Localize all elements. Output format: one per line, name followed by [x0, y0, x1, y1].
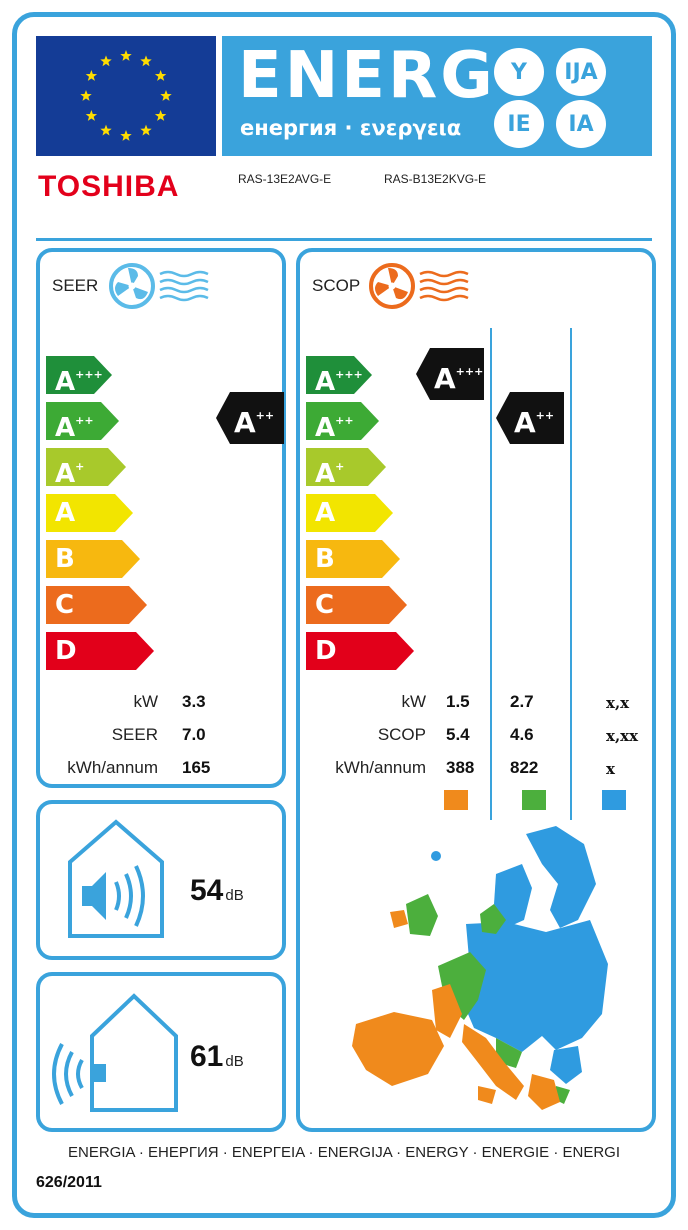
outdoor-speaker-house-icon	[52, 993, 178, 1112]
eu-star-icon	[140, 124, 152, 136]
regulation-number: 626/2011	[36, 1174, 102, 1191]
seer-class-arrow: A	[46, 494, 133, 532]
column-divider	[490, 328, 492, 820]
outdoor-noise-value: 61 dB	[190, 1040, 244, 1073]
energy-banner: ENERG енергия · ενεργεια Y IJA IE IA	[222, 36, 652, 156]
scop-title: SCOP	[312, 276, 361, 295]
scop-rating-pointer-warmer: A+++	[416, 348, 484, 400]
eu-star-icon	[85, 110, 98, 121]
scop-warmer-value: 5.4	[446, 725, 470, 744]
footer-languages: ENERGIA · ЕНЕРГИЯ · ΕΝΕΡΓΕΙΑ · ENERGIJA …	[68, 1144, 620, 1161]
scop-average-value: 4.6	[510, 725, 534, 744]
scop-warmer-value: 388	[446, 758, 475, 777]
scop-row-label: SCOP	[377, 725, 426, 744]
scop-class-label: A+++	[315, 367, 363, 397]
eu-star-icon	[140, 55, 152, 67]
seer-title: SEER	[52, 276, 99, 295]
indoor-noise-panel: 54 dB	[36, 800, 286, 960]
eu-flag-icon	[36, 36, 216, 156]
seer-class-arrow: D	[46, 632, 154, 670]
scop-row-label: kWh/annum	[335, 758, 426, 777]
energ-subtitle: енергия · ενεργεια	[240, 116, 462, 140]
seer-row-label: kWh/annum	[67, 758, 158, 777]
seer-row-label: SEER	[111, 725, 158, 744]
energ-title: ENERG	[238, 39, 496, 113]
scop-colder-value: x,xx	[606, 727, 639, 745]
seer-rating-label: A++	[234, 406, 275, 439]
column-divider	[570, 328, 572, 820]
scop-class-arrow: C	[306, 586, 407, 624]
eu-star-icon	[154, 110, 167, 121]
eu-star-icon	[85, 70, 98, 81]
zone-swatch-colder	[602, 790, 626, 810]
scop-class-label: D	[315, 636, 337, 666]
header-divider	[36, 238, 652, 241]
scop-row-label: kW	[401, 692, 426, 711]
seer-class-arrow: A++	[46, 402, 119, 443]
seer-class-arrow: C	[46, 586, 147, 624]
scop-colder-value: x	[606, 760, 615, 778]
model-outdoor: RAS-B13E2KVG-E	[384, 172, 487, 186]
scop-average-value: 822	[510, 758, 539, 777]
eu-star-icon	[160, 90, 172, 101]
seer-class-label: B	[55, 544, 75, 574]
seer-row-label: kW	[133, 692, 158, 711]
seer-rating-pointer: A++	[216, 392, 284, 444]
scop-class-arrow: A+	[306, 448, 386, 489]
scop-colder-value: x,x	[606, 694, 630, 712]
zone-swatch-warmer	[444, 790, 468, 810]
scop-warmer-value: 1.5	[446, 692, 470, 711]
scop-rating-pointer-average: A++	[496, 392, 564, 444]
eu-star-icon	[154, 70, 167, 81]
seer-row-value: 7.0	[182, 725, 206, 744]
suffix-badge: IE	[494, 100, 544, 148]
indoor-speaker-house-icon	[68, 819, 164, 938]
seer-class-arrow: B	[46, 540, 140, 578]
model-indoor: RAS-13E2AVG-E	[238, 172, 332, 186]
scop-class-arrow: A+++	[306, 356, 372, 397]
suffix-badge: Y	[494, 48, 544, 96]
seer-row-value: 3.3	[182, 692, 206, 711]
seer-class-label: A	[55, 498, 76, 528]
seer-class-arrow: A+++	[46, 356, 112, 397]
scop-class-label: C	[315, 590, 335, 620]
scop-rating-label: A++	[514, 406, 555, 439]
indoor-noise-value: 54 dB	[190, 874, 244, 907]
suffix-badge: IJA	[556, 48, 606, 96]
scop-class-label: B	[315, 544, 335, 574]
seer-class-label: C	[55, 590, 75, 620]
seer-class-label: A++	[55, 413, 94, 443]
scop-class-label: A++	[315, 413, 354, 443]
cooling-fan-icon	[109, 263, 209, 309]
scop-class-arrow: B	[306, 540, 400, 578]
seer-class-arrow: A+	[46, 448, 126, 489]
seer-class-label: D	[55, 636, 77, 666]
scop-average-value: 2.7	[510, 692, 534, 711]
seer-row-value: 165	[182, 758, 211, 777]
seer-class-label: A+	[55, 459, 85, 489]
scop-class-label: A+	[315, 459, 345, 489]
scop-class-arrow: A++	[306, 402, 379, 443]
europe-climate-map-icon	[352, 826, 608, 1110]
brand-logo: TOSHIBA	[38, 170, 180, 203]
scop-class-label: A	[315, 498, 336, 528]
eu-star-icon	[100, 124, 112, 136]
scop-panel: SCOP A+++ A++ A+ A B C D A+++ A++ kW SCOP kWh/…	[296, 248, 656, 1132]
eu-star-icon	[120, 130, 132, 141]
eu-star-icon	[100, 55, 112, 67]
seer-panel: SEER A+++ A++ A+ A B C D A++ kW 3.3 SEER 7.0 k…	[36, 248, 286, 788]
scop-class-arrow: A	[306, 494, 393, 532]
eu-star-icon	[80, 90, 92, 101]
scop-class-arrow: D	[306, 632, 414, 670]
suffix-badge: IA	[556, 100, 606, 148]
seer-class-label: A+++	[55, 367, 103, 397]
eu-star-icon	[120, 50, 132, 61]
scop-rating-label: A+++	[434, 362, 484, 395]
heating-fan-icon	[369, 263, 469, 309]
zone-swatch-average	[522, 790, 546, 810]
outdoor-noise-panel: 61 dB	[36, 972, 286, 1132]
